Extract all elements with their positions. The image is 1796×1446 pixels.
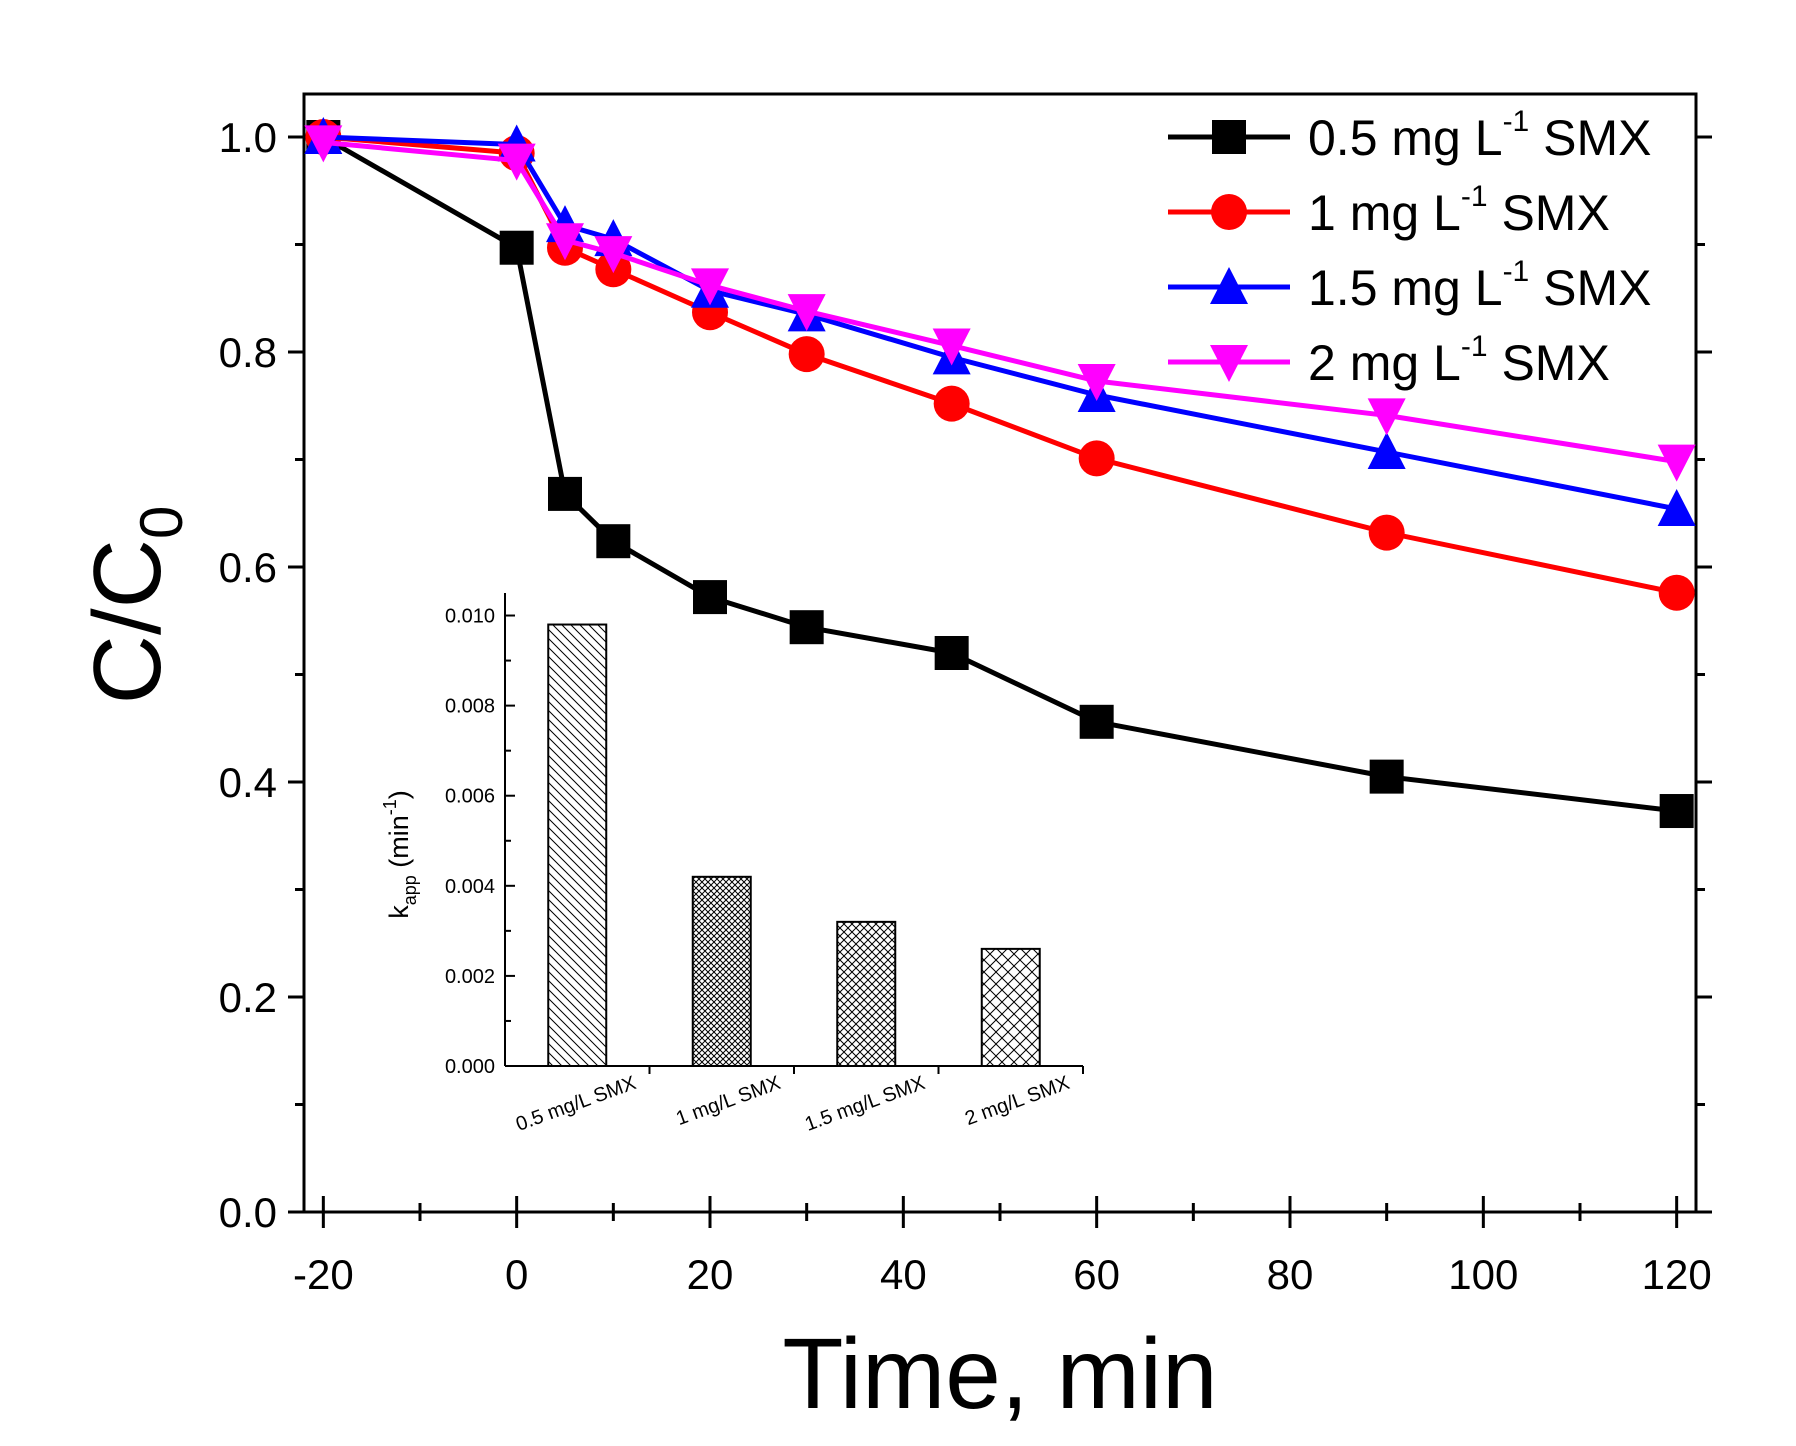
y-tick-label: 0.0 bbox=[219, 1189, 277, 1236]
series-line-3 bbox=[323, 139, 1678, 465]
legend-label-0: 0.5 mg L-1 SMX bbox=[1308, 105, 1652, 166]
legend-label-3: 2 mg L-1 SMX bbox=[1308, 330, 1610, 391]
inset-y-tick-label: 0.004 bbox=[445, 876, 495, 898]
data-point bbox=[499, 230, 534, 265]
data-point bbox=[1369, 759, 1404, 794]
data-point bbox=[693, 580, 727, 615]
inset-y-axis-label: kapp (min-1) bbox=[380, 790, 420, 919]
series-3 bbox=[304, 125, 1696, 482]
main-plot: -20 0 20 40 60 80 100 120 0.0 0.2 0.4 0.6 0.8 1.0 0.5 … bbox=[219, 92, 1712, 1298]
inset-x-tick-label: 1 mg/L SMX bbox=[673, 1072, 783, 1130]
x-tick-label: 80 bbox=[1267, 1251, 1314, 1298]
legend-label-suffix: SMX bbox=[1529, 110, 1651, 166]
series-line-2 bbox=[323, 134, 1678, 512]
data-point bbox=[932, 328, 971, 366]
series-0 bbox=[306, 120, 1694, 829]
series-2 bbox=[304, 117, 1696, 526]
legend-label-text: 2 mg L bbox=[1308, 335, 1461, 391]
legend-marker-3 bbox=[1210, 345, 1248, 382]
y-axis-label: C/C0 bbox=[74, 506, 195, 705]
data-point bbox=[691, 268, 729, 306]
data-point bbox=[1078, 440, 1115, 477]
legend-label-2: 1.5 mg L-1 SMX bbox=[1308, 255, 1652, 316]
y-tick-label: 1.0 bbox=[219, 114, 277, 161]
x-tick-label: 20 bbox=[687, 1251, 734, 1298]
series-line-0 bbox=[322, 134, 1677, 814]
y-axis-label-subscript: 0 bbox=[128, 506, 195, 539]
legend-label-suffix: SMX bbox=[1529, 260, 1651, 316]
inset-y-tick-label: 0.006 bbox=[445, 786, 495, 808]
legend-label-suffix: SMX bbox=[1488, 185, 1610, 241]
y-tick-label: 0.2 bbox=[219, 974, 277, 1021]
data-point bbox=[1368, 514, 1405, 551]
inset-x-tick-label: 0.5 mg/L SMX bbox=[513, 1072, 639, 1136]
inset-bar bbox=[836, 920, 897, 1067]
legend-label-text: 1 mg L bbox=[1308, 185, 1461, 241]
y-axis-label-group: C/C0 bbox=[74, 506, 195, 705]
inset-y-axis-label-part: ) bbox=[384, 790, 414, 799]
y-tick-label: 0.8 bbox=[219, 329, 277, 376]
legend-label-superscript: -1 bbox=[1461, 180, 1488, 213]
data-point bbox=[1077, 364, 1116, 402]
inset-y-tick-label: 0.002 bbox=[445, 966, 495, 988]
data-point bbox=[1079, 704, 1114, 739]
legend-marker-1 bbox=[1211, 194, 1247, 230]
data-point bbox=[787, 294, 826, 332]
y-tick-label: 0.6 bbox=[219, 544, 277, 591]
inset-x-tick-label: 2 mg/L SMX bbox=[962, 1072, 1072, 1130]
inset-y-axis-label-part: -1 bbox=[380, 799, 400, 815]
data-point bbox=[1657, 444, 1696, 482]
inset-bar bbox=[980, 947, 1041, 1068]
inset-y-axis-label-part: k bbox=[384, 905, 414, 919]
data-point bbox=[594, 236, 633, 274]
x-tick-label: 100 bbox=[1448, 1251, 1518, 1298]
legend-label-text: 0.5 mg L bbox=[1308, 110, 1503, 166]
x-tick-label: 60 bbox=[1073, 1251, 1120, 1298]
legend-label-1: 1 mg L-1 SMX bbox=[1308, 180, 1610, 241]
data-point bbox=[548, 476, 582, 511]
legend-label-superscript: -1 bbox=[1461, 330, 1488, 363]
x-tick-label: -20 bbox=[293, 1251, 354, 1298]
data-point bbox=[1658, 574, 1695, 611]
x-tick-label: 40 bbox=[880, 1251, 927, 1298]
inset-y-tick-label: 0.010 bbox=[445, 606, 495, 628]
data-point bbox=[789, 610, 824, 645]
inset-bar bbox=[547, 623, 608, 1067]
inset-y-axis-label-part: (min bbox=[384, 815, 414, 875]
data-point bbox=[596, 524, 631, 559]
x-tick-label: 120 bbox=[1642, 1251, 1712, 1298]
data-point bbox=[1367, 398, 1406, 436]
data-point bbox=[934, 636, 969, 670]
inset-x-tick-label: 1.5 mg/L SMX bbox=[802, 1072, 928, 1136]
inset-bar-chart: 0.000 0.002 0.004 0.006 0.008 0.010 0.5 mg/L S… bbox=[380, 593, 1084, 1136]
data-point bbox=[304, 125, 343, 163]
legend-label-text: 1.5 mg L bbox=[1308, 260, 1503, 316]
x-tick-label: 0 bbox=[505, 1251, 528, 1298]
inset-y-tick-label: 0.008 bbox=[445, 696, 495, 718]
inset-y-axis-label-part: app bbox=[400, 875, 420, 905]
x-axis-label: Time, min bbox=[782, 1318, 1217, 1430]
inset-bar bbox=[691, 875, 752, 1067]
data-point bbox=[497, 143, 536, 181]
legend-marker-0 bbox=[1212, 120, 1246, 154]
legend-label-superscript: -1 bbox=[1503, 255, 1530, 288]
data-point bbox=[546, 223, 584, 261]
data-point bbox=[1367, 431, 1406, 469]
legend-marker-2 bbox=[1210, 267, 1248, 304]
data-point bbox=[1659, 794, 1694, 829]
y-axis-label-main: C/C bbox=[74, 539, 181, 704]
y-tick-label: 0.4 bbox=[219, 759, 277, 806]
data-point bbox=[788, 336, 825, 373]
inset-y-tick-label: 0.000 bbox=[445, 1056, 495, 1078]
data-point bbox=[1657, 488, 1696, 526]
legend-label-suffix: SMX bbox=[1488, 335, 1610, 391]
series-1 bbox=[305, 119, 1695, 611]
inset-y-axis-label-group: kapp (min-1) bbox=[380, 790, 420, 919]
legend-label-superscript: -1 bbox=[1503, 105, 1530, 138]
data-point bbox=[933, 385, 970, 422]
